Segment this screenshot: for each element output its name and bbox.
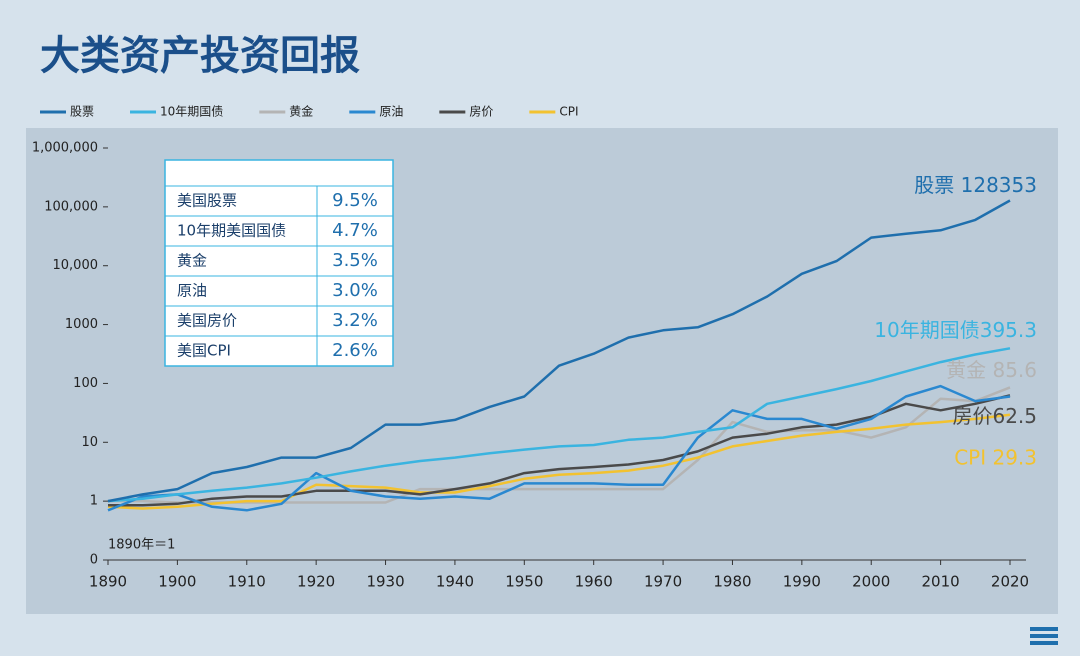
table-cell: 原油 [177, 282, 207, 300]
y-tick-label: 0 [90, 553, 98, 568]
end-label: 房价62.5 [952, 404, 1037, 428]
legend-label: 房价 [469, 104, 493, 119]
series-line [107, 199, 1011, 503]
x-tick-label: 1900 [158, 573, 196, 591]
y-tick-label: 1 [90, 494, 98, 509]
returns-table: 美国股票 9.5% 10年期美国国债 4.7% 黄金 3.5% 原油 3.0% 美国房价 3.2%… [164, 159, 394, 367]
table-cell: 3.5% [332, 250, 378, 271]
table-cell: 黄金 [177, 252, 207, 270]
table-cell: 2.6% [332, 340, 378, 361]
table-cell: 美国CPI [177, 342, 231, 360]
y-tick-label: 1,000,000 [32, 141, 98, 156]
table-cell: 美国房价 [177, 312, 237, 330]
x-tick-label: 1890 [89, 573, 127, 591]
x-tick-label: 1940 [436, 573, 474, 591]
y-tick-label: 100 [73, 376, 98, 391]
x-tick-label: 1920 [297, 573, 335, 591]
x-tick-label: 1980 [713, 573, 751, 591]
legend-label: CPI [559, 105, 578, 119]
end-label: CPI 29.3 [954, 445, 1037, 469]
series-line [108, 386, 1011, 504]
table-cell: 10年期美国国债 [177, 222, 286, 240]
end-label: 股票 128353 [914, 173, 1037, 197]
logo [1030, 627, 1058, 645]
x-tick-label: 1950 [505, 573, 543, 591]
series-line [107, 413, 1011, 510]
legend-label: 黄金 [289, 104, 313, 119]
annotation: 1890年＝1 [108, 538, 175, 553]
x-tick-label: 1990 [783, 573, 821, 591]
table-cell: 3.2% [332, 310, 378, 331]
table-cell: 9.5% [332, 190, 378, 211]
legend-label: 股票 [70, 105, 94, 119]
table-cell: 3.0% [332, 280, 378, 301]
end-label: 10年期国债395.3 [874, 318, 1037, 342]
series-line [107, 347, 1011, 503]
x-tick-label: 2010 [922, 573, 960, 591]
x-tick-label: 1910 [228, 573, 266, 591]
series-line [108, 394, 1011, 507]
x-tick-label: 2000 [852, 573, 890, 591]
x-tick-label: 1960 [575, 573, 613, 591]
x-tick-label: 2020 [991, 573, 1029, 591]
table-cell: 美国股票 [177, 192, 237, 210]
y-tick-label: 10 [81, 435, 98, 450]
legend-label: 原油 [379, 105, 403, 119]
y-tick-label: 10,000 [53, 258, 99, 273]
table-frame [164, 159, 394, 367]
table-cell: 4.7% [332, 220, 378, 241]
legend-label: 10年期国债 [160, 105, 223, 119]
x-tick-label: 1930 [366, 573, 404, 591]
y-tick-label: 100,000 [44, 199, 98, 214]
y-tick-label: 1000 [65, 317, 98, 332]
x-tick-label: 1970 [644, 573, 682, 591]
series-line [107, 384, 1011, 512]
chart-title: 大类资产投资回报 [40, 33, 360, 79]
end-label: 黄金 85.6 [946, 358, 1037, 382]
